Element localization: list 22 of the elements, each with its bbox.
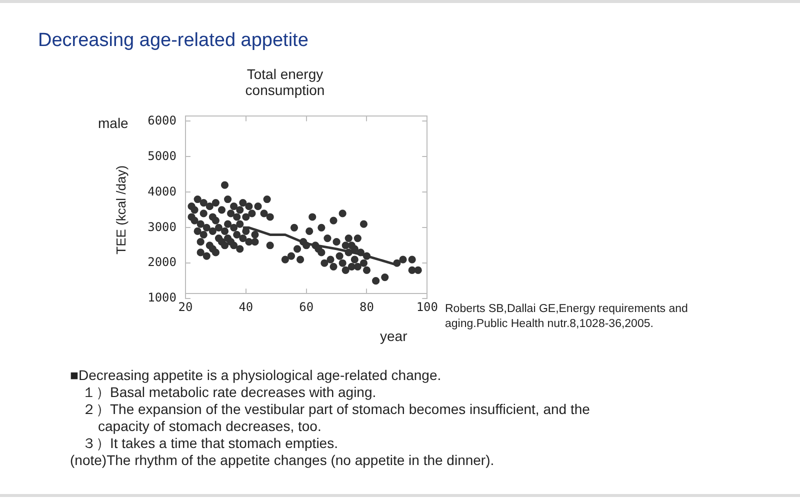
- text: male: [98, 115, 128, 131]
- y-tick-label: 2000: [148, 255, 176, 270]
- y-tick-label: 6000: [148, 113, 176, 128]
- chart-title: Decreasing age-related appetite: [38, 30, 308, 52]
- y-tick-label: 1000: [148, 290, 176, 305]
- text: (note)The rhythm of the appetite changes (no appetite in the dinner).: [70, 452, 496, 469]
- x-tick-label: 40: [238, 300, 254, 314]
- text: Roberts SB,Dallai GE,Energy requirements and aging.Public Health nutr.8,1028-36,2005.: [445, 302, 689, 332]
- text: ３）It takes a time that stomach empties.: [81, 435, 339, 452]
- y-tick-label: 5000: [148, 148, 176, 163]
- x-tick-label: 60: [299, 300, 314, 314]
- x-tick-label: 100: [416, 300, 438, 314]
- text: １）Basal metabolic rate decreases with aging.: [81, 384, 378, 401]
- text: ２）The expansion of the vestibular part of stomach becomes insufficient, and the capacity of stomach decreases, too.: [81, 401, 591, 435]
- text: ■Decreasing appetite is a physiological age-related change.: [70, 367, 442, 384]
- y-tick-label: 3000: [148, 220, 176, 234]
- y-axis-title: TEE (kcal /day): [113, 165, 128, 254]
- chart-subtitle: Total energy consumption: [244, 66, 326, 98]
- y-tick-label: 4000: [148, 184, 176, 198]
- x-axis-title: year: [380, 328, 408, 344]
- x-tick-label: 80: [360, 300, 374, 314]
- x-tick-label: 20: [178, 300, 193, 314]
